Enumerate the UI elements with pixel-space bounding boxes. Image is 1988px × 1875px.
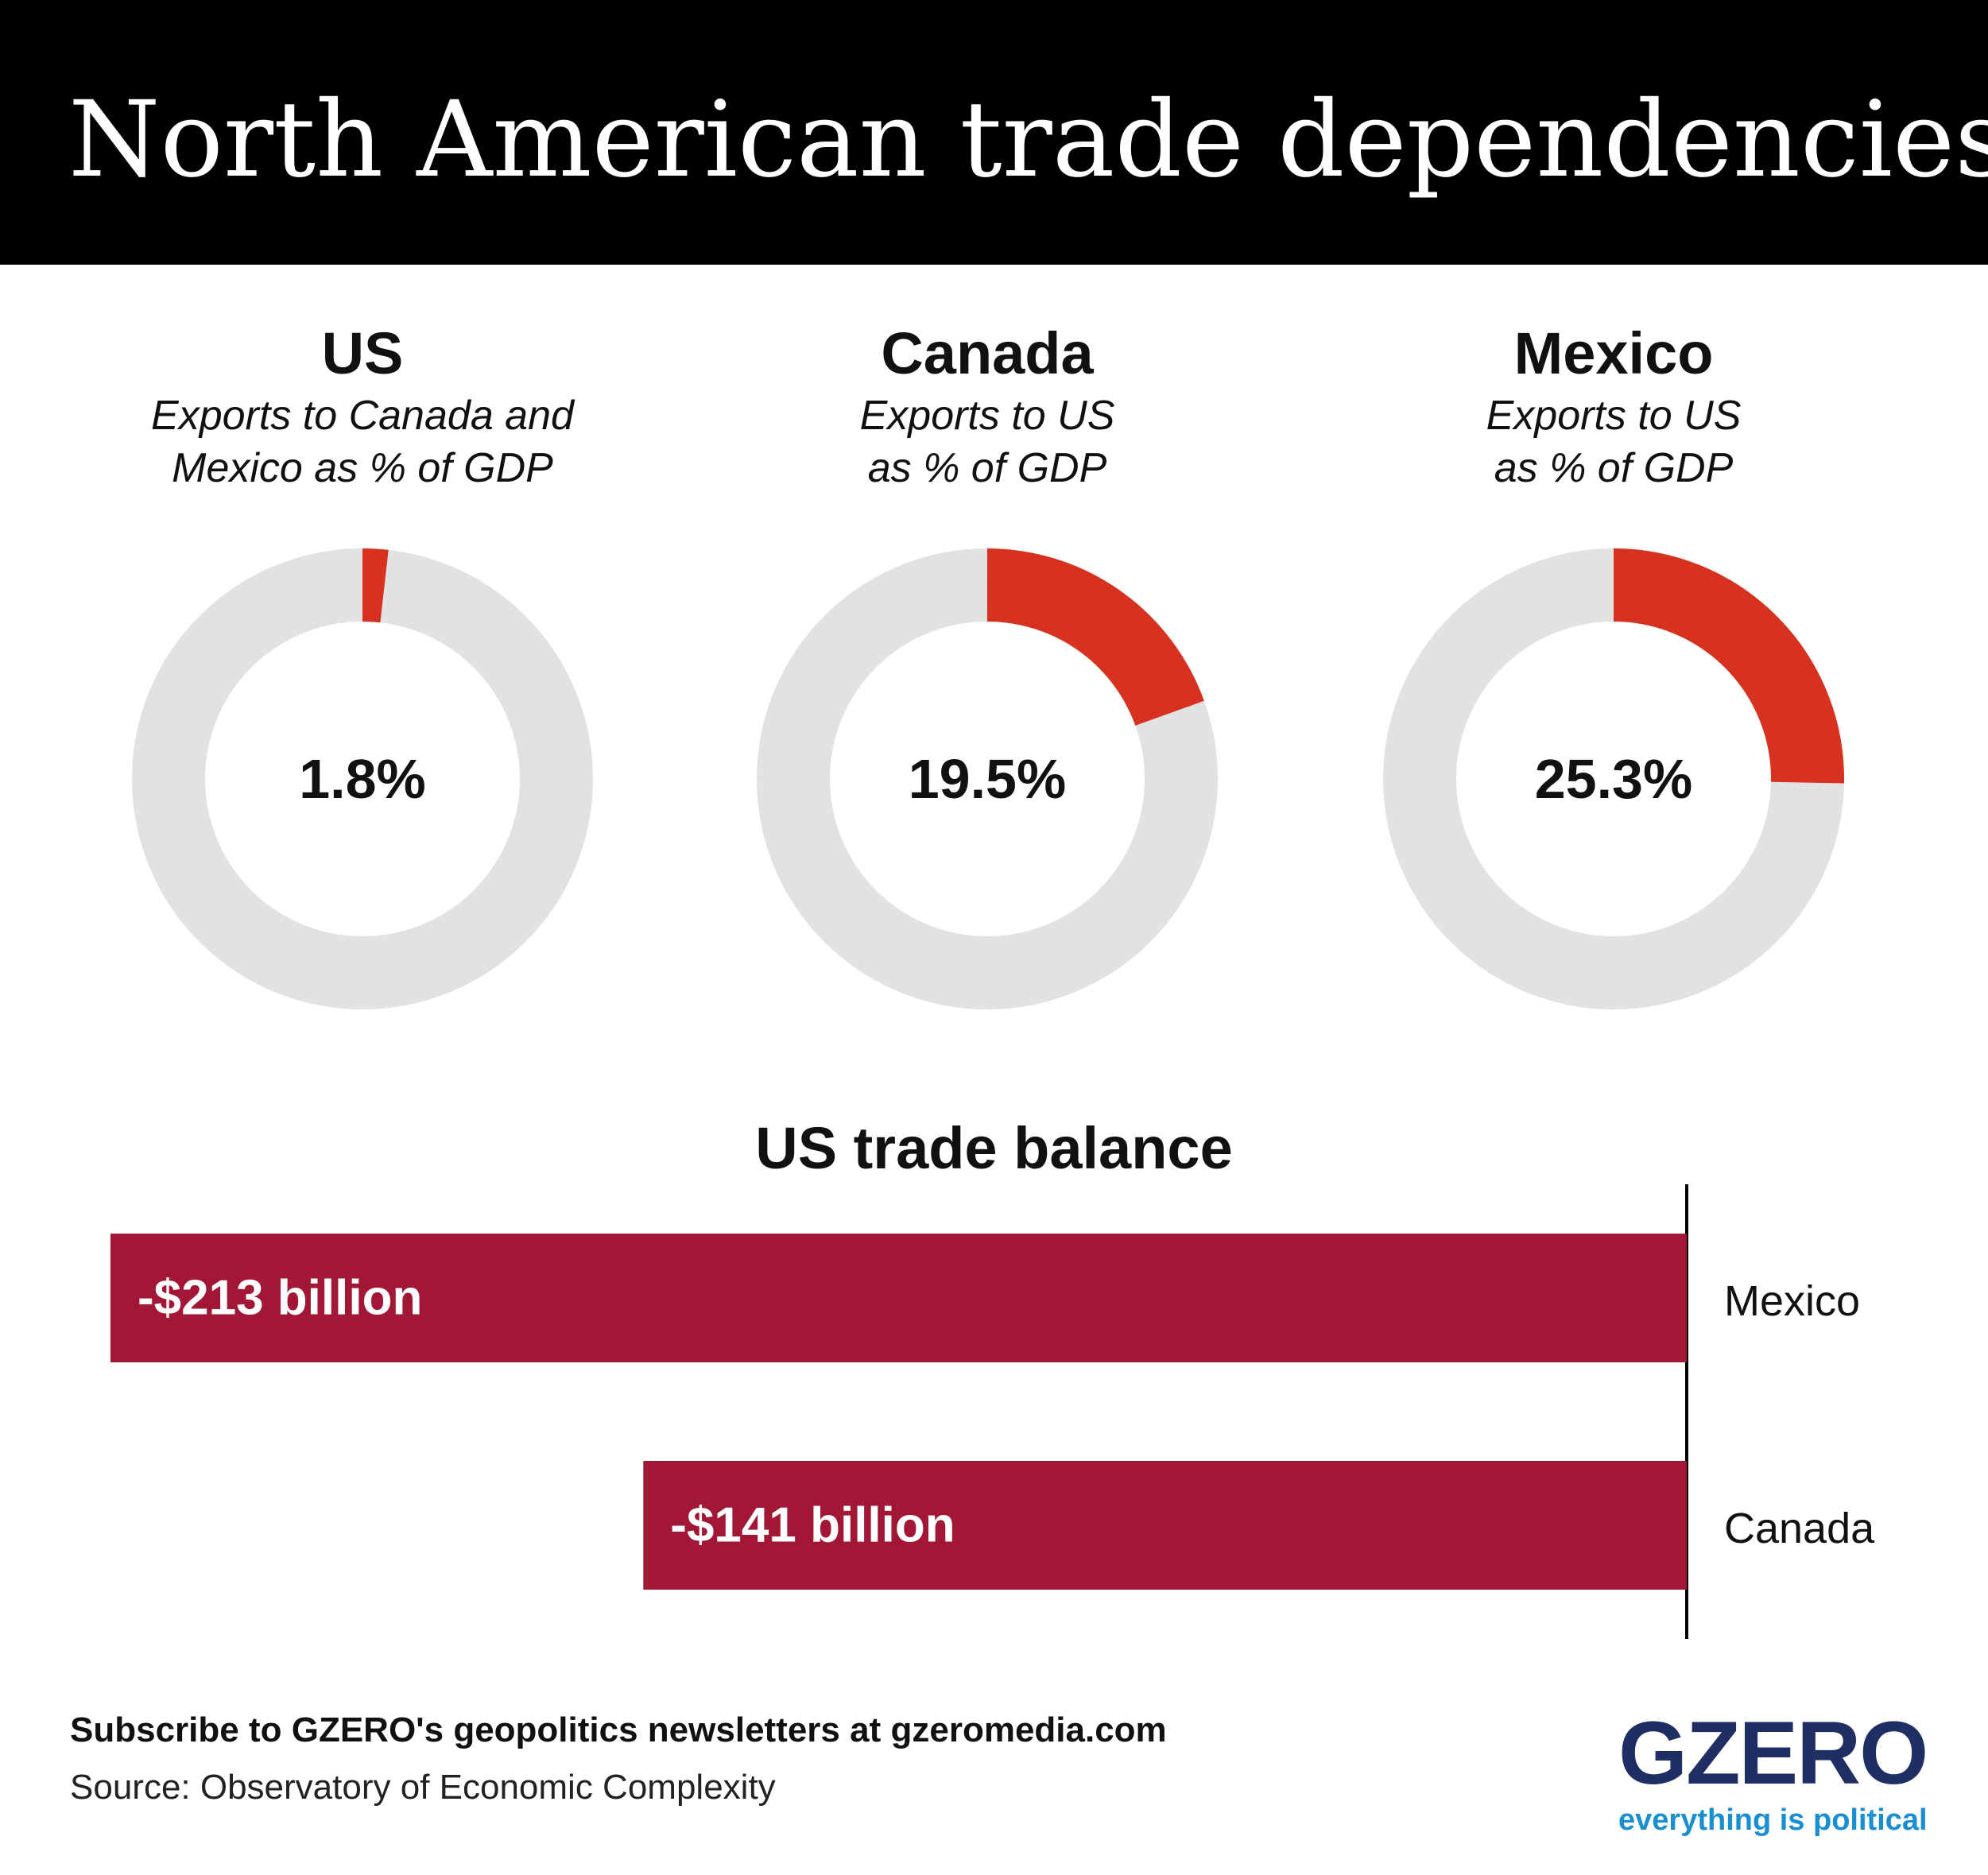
donut-country-label: Canada: [881, 320, 1094, 386]
bar-value-label: -$141 billion: [670, 1498, 955, 1553]
bar-canada: [643, 1461, 1687, 1590]
donut-svg: 1.8%: [132, 548, 593, 1009]
donut-country-label: US: [321, 320, 404, 386]
gzero-logo: GZERO everything is political: [1618, 1709, 1928, 1839]
donut-chart-mexico: Mexico Exports to US as % of GDP 25.3%: [1296, 318, 1932, 1033]
header-banner: North American trade dependencies: [0, 0, 1988, 265]
bar-chart-title: US trade balance: [755, 1115, 1233, 1181]
bar-category-label: Canada: [1724, 1505, 1875, 1552]
donut-chart-canada: Canada Exports to US as % of GDP 19.5%: [669, 318, 1305, 1033]
donut-center-label: 19.5%: [909, 748, 1066, 810]
subscribe-cta: Subscribe to GZERO's geopolitics newslet…: [70, 1710, 1167, 1749]
donut-subtitle: Exports to Canada and Mexico as % of GDP: [151, 393, 574, 491]
donut-center-label: 1.8%: [299, 748, 426, 810]
page-title: North American trade dependencies: [68, 79, 1988, 201]
donut-svg: 19.5%: [757, 548, 1218, 1009]
donut-country-label: Mexico: [1513, 320, 1714, 386]
bar-mexico: [110, 1234, 1687, 1362]
donut-value-arc: [1613, 548, 1844, 784]
bar-category-label: Mexico: [1724, 1277, 1860, 1325]
bar-value-label: -$213 billion: [138, 1271, 422, 1326]
donut-value-arc: [986, 548, 1204, 726]
logo-wordmark: GZERO: [1618, 1703, 1928, 1803]
donut-chart-us: US Exports to Canada and Mexico as % of …: [45, 318, 680, 1033]
donut-subtitle: Exports to US as % of GDP: [859, 393, 1115, 491]
donut-value-arc: [362, 548, 389, 623]
logo-tagline: everything is political: [1618, 1803, 1928, 1837]
donut-svg: 25.3%: [1383, 548, 1844, 1009]
source-note: Source: Observatory of Economic Complexi…: [70, 1768, 776, 1807]
donut-center-label: 25.3%: [1535, 748, 1692, 810]
donut-subtitle: Exports to US as % of GDP: [1486, 393, 1742, 491]
